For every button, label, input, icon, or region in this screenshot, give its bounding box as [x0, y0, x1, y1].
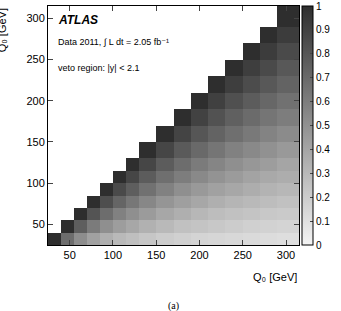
svg-text:0.8: 0.8	[316, 48, 330, 59]
svg-text:250: 250	[234, 249, 252, 261]
svg-text:50: 50	[64, 249, 76, 261]
svg-text:0.4: 0.4	[316, 144, 330, 155]
svg-text:veto region: |y| < 2.1: veto region: |y| < 2.1	[58, 63, 139, 73]
svg-text:ATLAS: ATLAS	[58, 13, 98, 27]
svg-text:200: 200	[190, 249, 208, 261]
svg-text:1: 1	[316, 1, 322, 12]
svg-text:Data 2011, ∫ L dt = 2.05 fb⁻¹: Data 2011, ∫ L dt = 2.05 fb⁻¹	[58, 37, 169, 47]
svg-text:100: 100	[26, 177, 44, 189]
svg-text:50: 50	[33, 218, 45, 230]
svg-text:150: 150	[147, 249, 165, 261]
svg-text:0.6: 0.6	[316, 96, 330, 107]
svg-text:250: 250	[26, 53, 44, 65]
svg-text:0.3: 0.3	[316, 168, 330, 179]
svg-text:100: 100	[104, 249, 122, 261]
svg-text:0.2: 0.2	[316, 192, 330, 203]
svg-text:0.9: 0.9	[316, 24, 330, 35]
svg-text:(a): (a)	[168, 300, 179, 311]
svg-text:200: 200	[26, 95, 44, 107]
svg-text:150: 150	[26, 136, 44, 148]
svg-text:0.5: 0.5	[316, 120, 330, 131]
svg-text:Q₀ [GeV]: Q₀ [GeV]	[0, 8, 8, 52]
svg-text:0: 0	[316, 240, 322, 251]
svg-text:300: 300	[26, 12, 44, 24]
svg-text:Q₀ [GeV]: Q₀ [GeV]	[253, 271, 297, 283]
svg-text:0.1: 0.1	[316, 216, 330, 227]
svg-text:300: 300	[277, 249, 295, 261]
svg-text:0.7: 0.7	[316, 72, 330, 83]
